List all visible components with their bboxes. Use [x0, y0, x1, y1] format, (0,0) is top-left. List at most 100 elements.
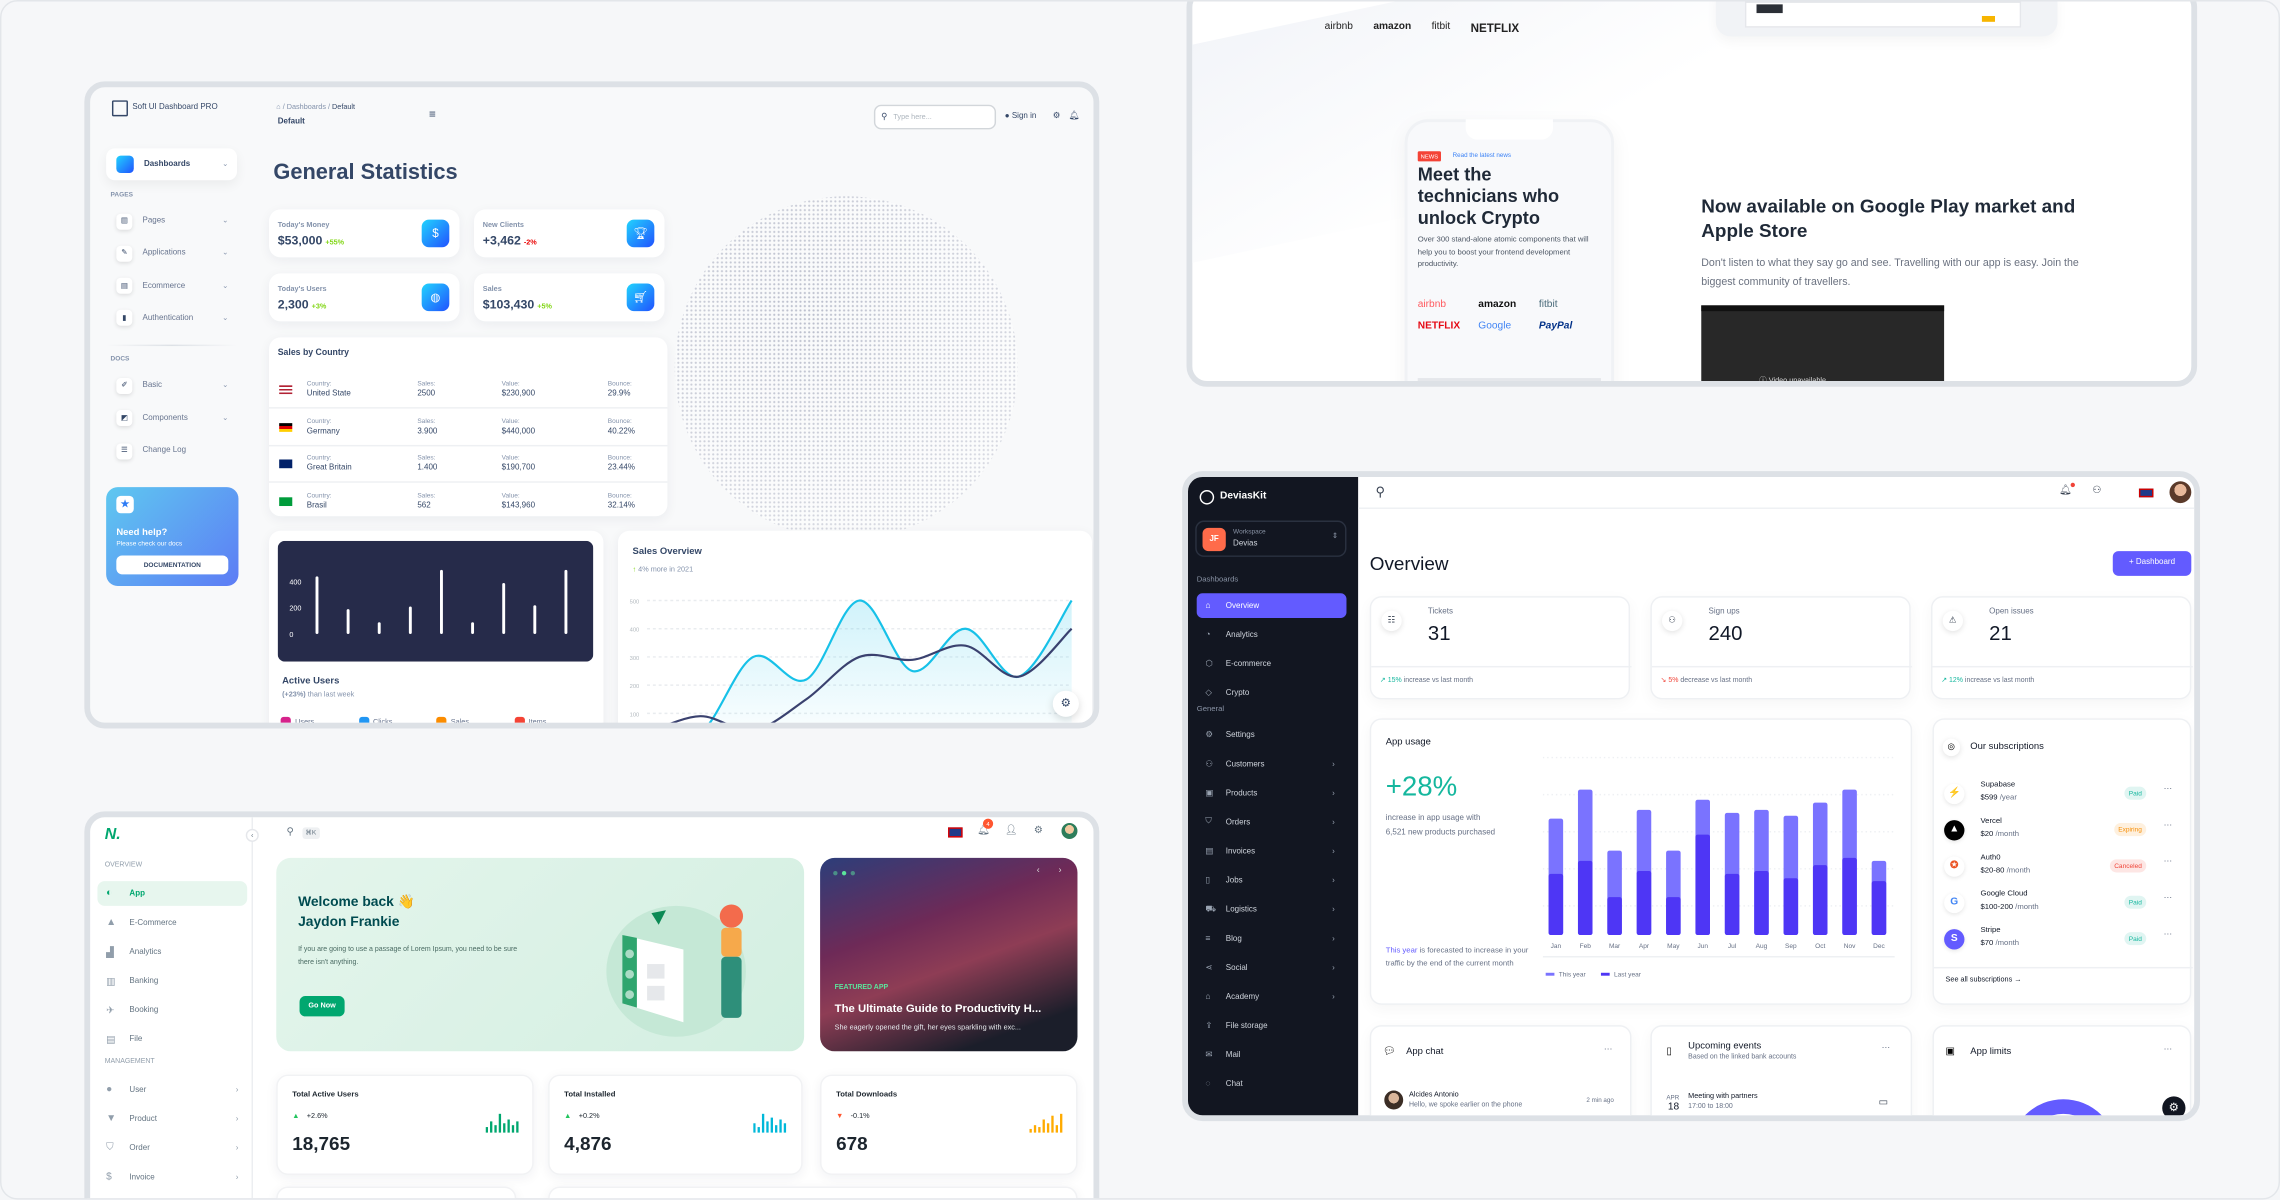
divider	[1371, 665, 1632, 668]
user-avatar[interactable]	[2169, 481, 2192, 504]
sidebar-item-authentication[interactable]: ▮ Authentication ⌄	[106, 305, 237, 331]
nav-item-invoices[interactable]: ▤ Invoices ›	[1197, 839, 1347, 864]
nav-item-app[interactable]: ◐ App	[97, 881, 248, 906]
search-icon: ⚲	[881, 113, 888, 123]
nav-item-analytics[interactable]: ◔ Analytics	[1197, 622, 1347, 647]
nav-item-logistics[interactable]: ⛟ Logistics ›	[1197, 897, 1347, 922]
calendar-icon[interactable]: ▭	[1878, 1097, 1889, 1109]
user-avatar[interactable]	[1061, 823, 1078, 840]
more-options-icon[interactable]: ⋯	[2163, 857, 2173, 867]
more-options-icon[interactable]: ⋯	[2163, 930, 2173, 940]
nav-item-booking[interactable]: ✈ Booking	[97, 997, 247, 1022]
add-dashboard-button[interactable]: + Dashboard	[2112, 551, 2192, 576]
nav-item-file-storage[interactable]: ⇪ File storage	[1197, 1013, 1347, 1038]
news-link[interactable]: Read the latest news	[1452, 151, 1511, 159]
nav-item-analytics[interactable]: ▟ Analytics	[97, 939, 247, 964]
nav-item-orders[interactable]: ⛉ Orders ›	[1197, 810, 1347, 835]
carousel-next-icon[interactable]: ›	[1058, 866, 1062, 876]
sidebar-item-ecommerce[interactable]: ▤ Ecommerce ⌄	[106, 273, 237, 299]
nav-item-label: Analytics	[129, 947, 162, 957]
legend-label: Last year	[1614, 971, 1642, 978]
y-tick-label: 500	[630, 599, 640, 605]
more-options-icon[interactable]: ⋯	[2163, 785, 2173, 794]
sign-in-link[interactable]: ● Sign in	[1005, 112, 1037, 121]
search-icon[interactable]: ⚲	[286, 827, 294, 838]
featured-app-carousel[interactable]: ‹ › FEATURED APP The Ultimate Guide to P…	[820, 857, 1078, 1052]
sidebar-item-components[interactable]: ◩ Components ⌄	[106, 405, 237, 431]
country-header: Country:	[306, 416, 332, 424]
nav-item-user[interactable]: ● User ›	[97, 1077, 247, 1102]
bell-icon[interactable]: 🔔︎	[2058, 485, 2072, 496]
subscription-price-group: $599 /year	[1980, 794, 2016, 803]
deviaskit-logo-icon	[1199, 490, 1215, 505]
more-options-icon[interactable]: ⋯	[2163, 894, 2173, 903]
more-options-icon[interactable]: ⋯	[1881, 1044, 1891, 1053]
sidebar-item-change-log[interactable]: ☰ Change Log	[106, 438, 237, 464]
nav-item-invoice[interactable]: $ Invoice ›	[97, 1165, 247, 1190]
analytics-icon: ▟	[106, 947, 114, 958]
nav-item-jobs[interactable]: ▯ Jobs ›	[1197, 868, 1347, 893]
nav-item-products[interactable]: ▣ Products ›	[1197, 781, 1347, 806]
sidebar-item-basic[interactable]: ✐ Basic ⌄	[106, 372, 237, 398]
collapse-sidebar-button[interactable]: ‹	[245, 828, 259, 842]
documentation-button[interactable]: DOCUMENTATION	[116, 555, 229, 575]
bell-icon[interactable]: 🔔︎	[1068, 111, 1080, 121]
see-all-subscriptions-link[interactable]: See all subscriptions →	[1946, 976, 2022, 985]
nav-item-chat[interactable]: ◌ Chat	[1197, 1072, 1347, 1097]
nav-item-social[interactable]: ⋖ Social ›	[1197, 955, 1347, 980]
bounce-cell: 23.44%	[607, 463, 635, 473]
contacts-icon[interactable]: 👤︎	[1004, 825, 1018, 837]
gear-icon[interactable]: ⚙	[1052, 111, 1061, 121]
more-options-icon[interactable]: ⋯	[1603, 1045, 1613, 1055]
nav-item-overview[interactable]: ⌂ Overview	[1196, 593, 1347, 618]
forecast-text: is forecasted to increase in your traffi…	[1385, 946, 1529, 969]
country-header: Country:	[306, 379, 332, 387]
nav-item-product[interactable]: ▼ Product ›	[97, 1107, 247, 1132]
y-tick-label: 100	[630, 712, 640, 718]
configurator-gear-button[interactable]: ⚙	[1052, 690, 1079, 717]
nav-item-blog[interactable]: ≡ Blog ›	[1197, 926, 1347, 951]
nav-item-banking[interactable]: ▥ Banking	[97, 968, 247, 993]
home-icon[interactable]: ⌂	[276, 103, 281, 112]
sidebar-item-dashboards[interactable]: Dashboards ⌄	[106, 148, 238, 181]
receipt-icon: ▤	[1205, 847, 1214, 857]
bell-icon[interactable]: 🔔︎	[977, 825, 991, 837]
upload-icon: ⇪	[1205, 1022, 1213, 1031]
nav-item-crypto[interactable]: ◇ Crypto	[1197, 681, 1347, 706]
breadcrumb-dashboards[interactable]: Dashboards	[286, 103, 326, 112]
uk-flag-icon[interactable]	[2138, 488, 2154, 498]
more-options-icon[interactable]: ⋯	[2163, 821, 2173, 831]
sales-overview-line-chart: 500 400 300 200 100	[630, 599, 1073, 723]
more-options-icon[interactable]: ⋯	[2163, 1045, 2173, 1055]
nav-item-settings[interactable]: ⚙ Settings	[1197, 723, 1347, 748]
nav-item-e-commerce[interactable]: ▲ E-Commerce	[97, 910, 247, 935]
search-icon[interactable]: ⚲	[1375, 484, 1386, 499]
settings-fab-button[interactable]: ⚙	[2162, 1096, 2186, 1116]
sidebar-item-applications[interactable]: ✎ Applications ⌄	[106, 240, 237, 266]
divider	[1651, 665, 1913, 668]
country-header: Country:	[306, 490, 332, 499]
section-heading: PAGES	[110, 190, 133, 198]
help-title: Need help?	[116, 527, 168, 539]
uk-flag-icon[interactable]	[948, 827, 963, 838]
button-label: Dashboard	[2135, 558, 2176, 568]
video-player[interactable]: ⓘ Video unavailable	[1701, 305, 1945, 381]
sparkline-bar	[1033, 1125, 1037, 1133]
carousel-prev-icon[interactable]: ‹	[1036, 866, 1040, 876]
carousel-dots[interactable]	[833, 870, 855, 876]
workspace-switcher[interactable]: JF Workspace Devias ⇕	[1195, 520, 1347, 557]
hamburger-menu-icon[interactable]: ≡	[428, 107, 436, 121]
search-input[interactable]: ⚲ Type here...	[873, 104, 997, 130]
nav-item-e-commerce[interactable]: ⬡ E-commerce	[1197, 651, 1347, 676]
nav-item-customers[interactable]: ⚇ Customers ›	[1197, 752, 1347, 777]
nav-item-order[interactable]: ⛉ Order ›	[97, 1136, 247, 1161]
nav-item-file[interactable]: ▤ File	[97, 1027, 247, 1052]
stat-trend: ↗ 12% increase vs last month	[1941, 678, 2034, 685]
sidebar-item-label: Basic	[142, 380, 163, 390]
sidebar-item-pages[interactable]: ▥ Pages ⌄	[106, 208, 237, 234]
settings-icon[interactable]: ⚙	[1033, 825, 1043, 837]
nav-item-mail[interactable]: ✉ Mail	[1197, 1043, 1347, 1068]
contacts-icon[interactable]: ⚇	[2092, 485, 2102, 496]
go-now-button[interactable]: Go Now	[299, 996, 345, 1017]
nav-item-academy[interactable]: ⌂ Academy ›	[1197, 984, 1347, 1009]
